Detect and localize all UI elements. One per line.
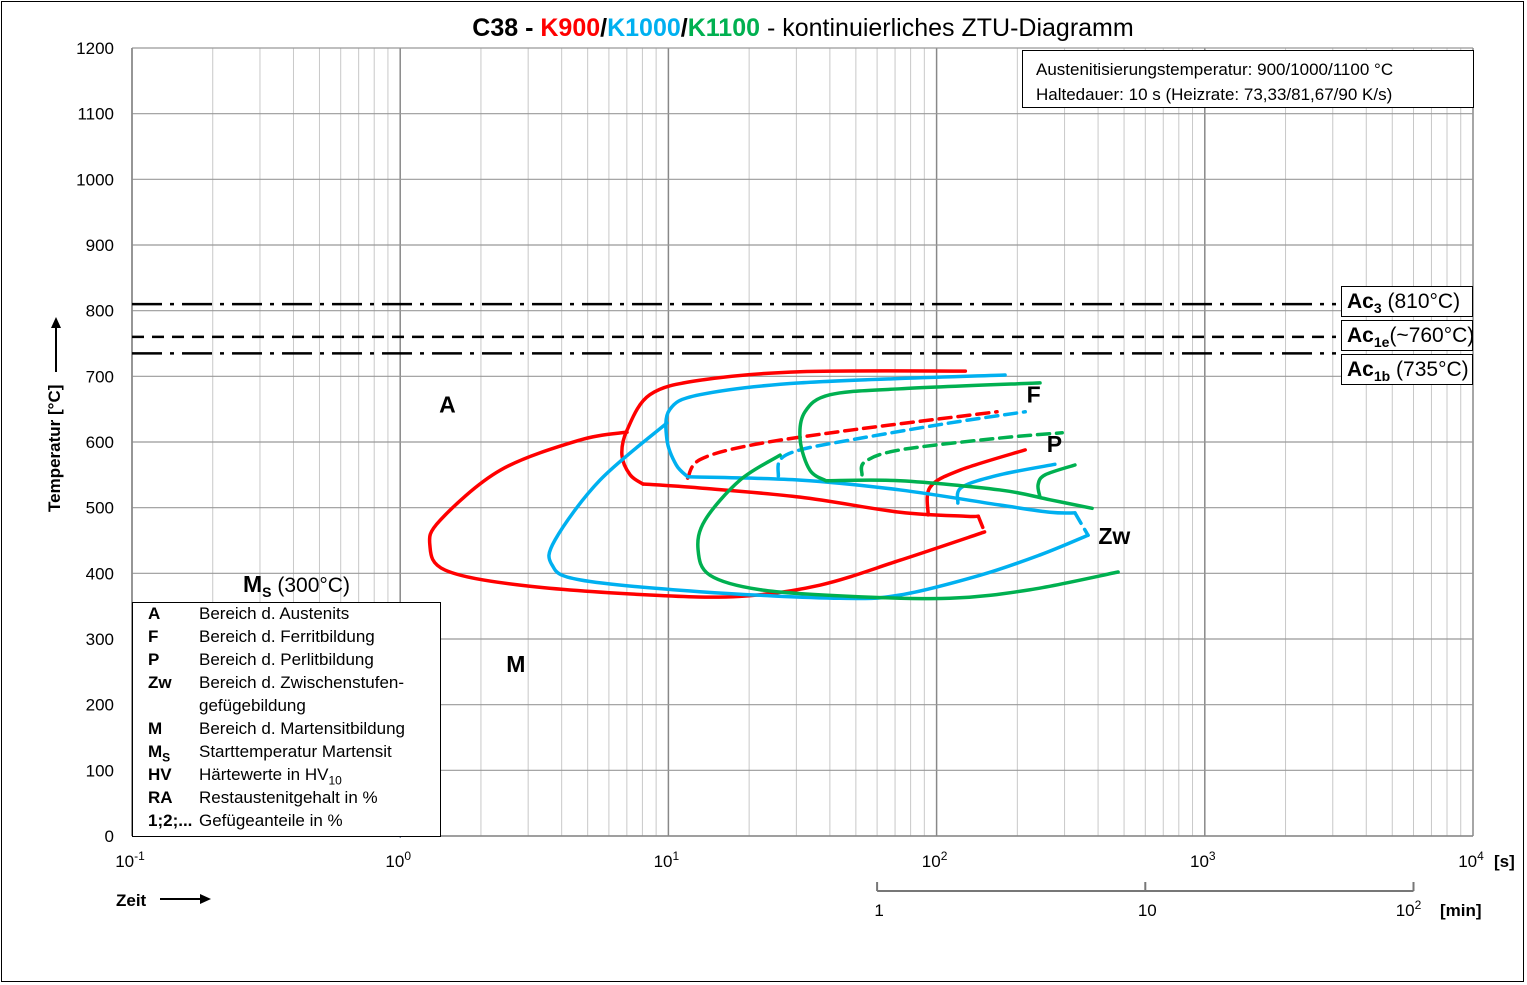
region-label-m: M	[506, 651, 525, 677]
curve-k1000-2	[547, 421, 1090, 601]
curve-k900-5	[976, 514, 987, 534]
y-tick-label: 600	[86, 433, 114, 452]
legend-entry: F Bereich d. Ferritbildung	[148, 627, 375, 646]
x-tick-label: 103	[1190, 849, 1216, 871]
curve-k1000-5	[1073, 511, 1090, 537]
curve-k1100-1	[824, 478, 1094, 511]
title-part: /	[600, 14, 607, 42]
curve-k1000-0	[664, 373, 1007, 479]
ref-label-ac3: Ac3 (810°C)	[1341, 286, 1473, 317]
y-tick-label: 900	[86, 236, 114, 255]
x-tick-label: 100	[385, 849, 411, 871]
curve-k1000-1	[685, 475, 1077, 515]
minutes-unit: [min]	[1440, 901, 1482, 920]
x-tick-label: 102	[922, 849, 948, 871]
curve-k900-3	[925, 448, 1027, 517]
region-label-a: A	[439, 391, 456, 417]
x-arrow-head	[200, 894, 211, 904]
legend-entry: M Bereich d. Martensitbildung	[148, 719, 406, 738]
legend-box: A Bereich d. Austenits F Bereich d. Ferritb…	[132, 602, 441, 837]
y-tick-label: 1000	[76, 170, 114, 189]
y-tick-label: 100	[86, 761, 114, 780]
info-line-2: Haltedauer: 10 s (Heizrate: 73,33/81,67/…	[1036, 85, 1393, 104]
legend-entry: P Bereich d. Perlitbildung	[148, 650, 374, 669]
title-part: C38 -	[472, 14, 540, 42]
y-tick-label: 700	[86, 367, 114, 386]
y-tick-label: 500	[86, 499, 114, 518]
y-tick-label: 1100	[77, 105, 114, 124]
title-part: K1100	[688, 14, 760, 42]
title-part: - kontinuierliches ZTU-Diagramm	[760, 14, 1134, 42]
region-label-p: P	[1047, 431, 1062, 457]
title-part: K1000	[607, 14, 681, 42]
x-tick-label: 10-1	[115, 849, 145, 871]
curve-k900-1	[641, 482, 981, 519]
legend-entry: 1;2;... Gefügeanteile in %	[148, 811, 343, 830]
x-tick-label: 104	[1458, 849, 1484, 871]
y-tick-label: 300	[86, 630, 114, 649]
curve-k900-4	[685, 410, 999, 480]
legend-entry: HV Härtewerte in HV10	[148, 765, 342, 788]
y-tick-label: 200	[86, 696, 114, 715]
region-label-zw: Zw	[1098, 523, 1130, 549]
y-arrow-head	[51, 317, 61, 328]
legend-entry: MS Starttemperatur Martensit	[148, 742, 392, 765]
ref-label-ac1e: Ac1e(~760°C)	[1341, 320, 1474, 351]
minutes-tick-label: 102	[1396, 898, 1422, 920]
y-tick-label: 400	[86, 564, 114, 583]
title-part: K900	[540, 14, 600, 42]
curve-k1100-3	[859, 431, 1064, 477]
curve-k1000-3	[776, 410, 1027, 478]
curve-k900-2	[427, 430, 987, 599]
curve-k1000-4	[955, 462, 1057, 505]
minutes-tick-label: 10	[1138, 901, 1157, 920]
legend-entry: RA Restaustenitgehalt in %	[148, 788, 378, 807]
chart-title: C38 - K900/K1000/K1100 - kontinuierliche…	[472, 14, 1133, 42]
y-tick-label: 800	[86, 302, 114, 321]
info-box: Austenitisierungstemperatur: 900/1000/11…	[1022, 50, 1474, 108]
ms-label: MS (300°C)	[243, 571, 350, 600]
info-line-1: Austenitisierungstemperatur: 900/1000/11…	[1036, 60, 1394, 79]
region-label-f: F	[1027, 382, 1041, 408]
title-part: /	[681, 14, 688, 42]
legend-entry: gefügebildung	[199, 696, 306, 715]
curve-k900-0	[620, 369, 968, 486]
x-unit: [s]	[1494, 852, 1515, 871]
legend-entry: Zw Bereich d. Zwischenstufen-	[148, 673, 405, 692]
curve-k1100-0	[798, 381, 1042, 483]
x-tick-label: 101	[654, 849, 680, 871]
x-axis-title: Zeit	[116, 891, 147, 910]
ref-label-ac1b: Ac1b (735°C)	[1341, 354, 1473, 385]
minutes-tick-label: 1	[874, 901, 883, 920]
y-axis-title: Temperatur [°C]	[45, 385, 64, 512]
legend-entry: A Bereich d. Austenits	[148, 604, 350, 623]
curve-k1100-4	[1036, 463, 1077, 499]
y-tick-label: 0	[105, 827, 114, 846]
y-tick-label: 1200	[76, 39, 114, 58]
curve-k1100-2	[696, 453, 1120, 601]
